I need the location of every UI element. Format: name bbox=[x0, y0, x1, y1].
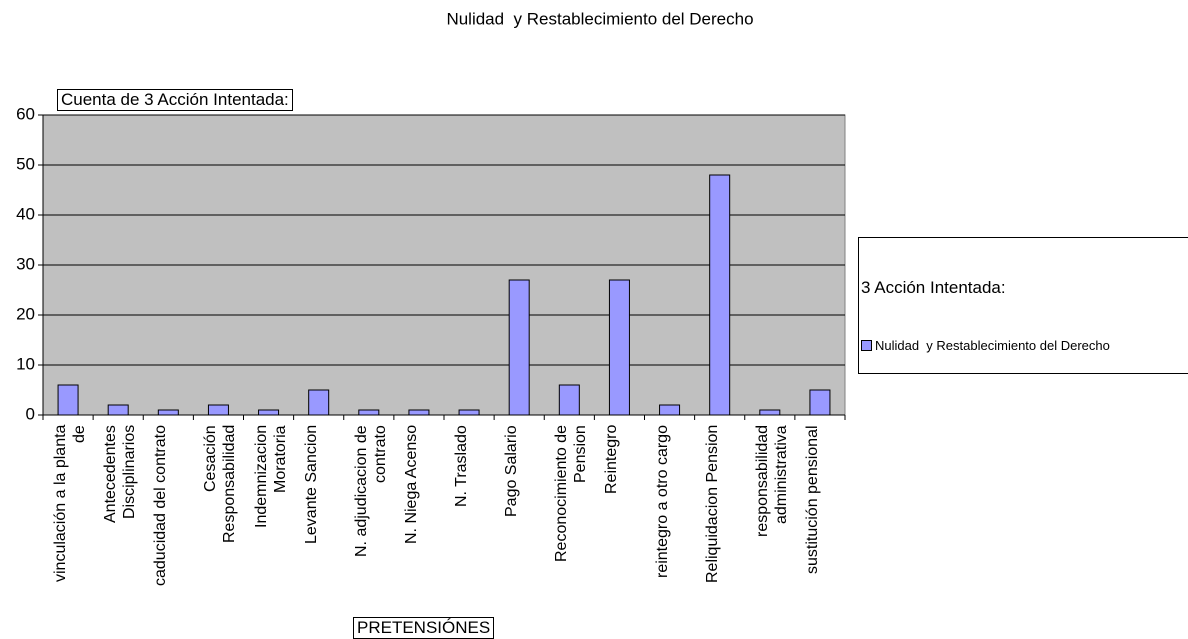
bar bbox=[408, 409, 430, 416]
x-tick-label: Pago Salario bbox=[503, 425, 521, 517]
x-tick-label: responsabilidad administrativa bbox=[753, 425, 790, 538]
bar bbox=[608, 279, 630, 416]
y-tick-label: 0 bbox=[26, 404, 35, 423]
x-tick-label: reintegro a otro cargo bbox=[653, 425, 671, 578]
x-tick-label: sustitución pensional bbox=[803, 425, 821, 574]
legend-title: 3 Acción Intentada: bbox=[861, 278, 1006, 297]
x-tick-label: caducidad del contrato bbox=[152, 425, 170, 586]
x-tick-label: Cesación Responsabilidad bbox=[202, 425, 239, 544]
bar bbox=[558, 384, 580, 416]
bar bbox=[508, 279, 530, 416]
bar bbox=[157, 409, 179, 416]
bar bbox=[458, 409, 480, 416]
x-axis-label: PRETENSIÓNES bbox=[353, 617, 495, 639]
bar bbox=[258, 409, 280, 416]
y-tick-label: 30 bbox=[16, 254, 35, 273]
x-tick-label: Antecedentes Disciplinarios bbox=[102, 425, 139, 523]
bar bbox=[107, 404, 129, 416]
x-tick-label: N. Traslado bbox=[453, 425, 470, 507]
y-tick-label: 60 bbox=[16, 104, 35, 123]
legend-item: Nulidad y Restablecimiento del Derecho bbox=[861, 338, 1187, 353]
bar bbox=[207, 404, 229, 416]
legend: 3 Acción Intentada: Nulidad y Restableci… bbox=[858, 237, 1188, 374]
x-tick-label: Reliquidacion Pension bbox=[703, 425, 721, 584]
y-tick-label: 10 bbox=[16, 354, 35, 373]
chart-title: Nulidad y Restablecimiento del Derecho bbox=[446, 9, 753, 28]
bar bbox=[57, 384, 79, 416]
y-tick-label: 20 bbox=[16, 304, 35, 323]
x-tick-label: N. adjudicacion de contrato bbox=[352, 425, 389, 557]
bar bbox=[759, 409, 781, 416]
x-tick-label: vinculación a la planta de bbox=[52, 425, 88, 583]
bar bbox=[709, 174, 731, 416]
bar bbox=[308, 389, 330, 416]
legend-label: Nulidad y Restablecimiento del Derecho bbox=[875, 338, 1110, 353]
bar bbox=[358, 409, 380, 416]
x-tick-label: Reintegro bbox=[603, 425, 621, 495]
field-label: Cuenta de 3 Acción Intentada: bbox=[57, 89, 293, 111]
x-tick-label: Levante Sancion bbox=[302, 425, 320, 545]
y-tick-label: 50 bbox=[16, 154, 35, 173]
bar bbox=[809, 389, 831, 416]
x-tick-label: N. Niega Acenso bbox=[402, 425, 420, 545]
bar bbox=[659, 404, 681, 416]
y-tick-label: 40 bbox=[16, 204, 35, 223]
x-tick-label: Indemnizacion Moratoria bbox=[252, 425, 289, 529]
x-tick-label: Reconocimiento de Pension bbox=[553, 425, 590, 562]
legend-swatch bbox=[861, 340, 872, 351]
